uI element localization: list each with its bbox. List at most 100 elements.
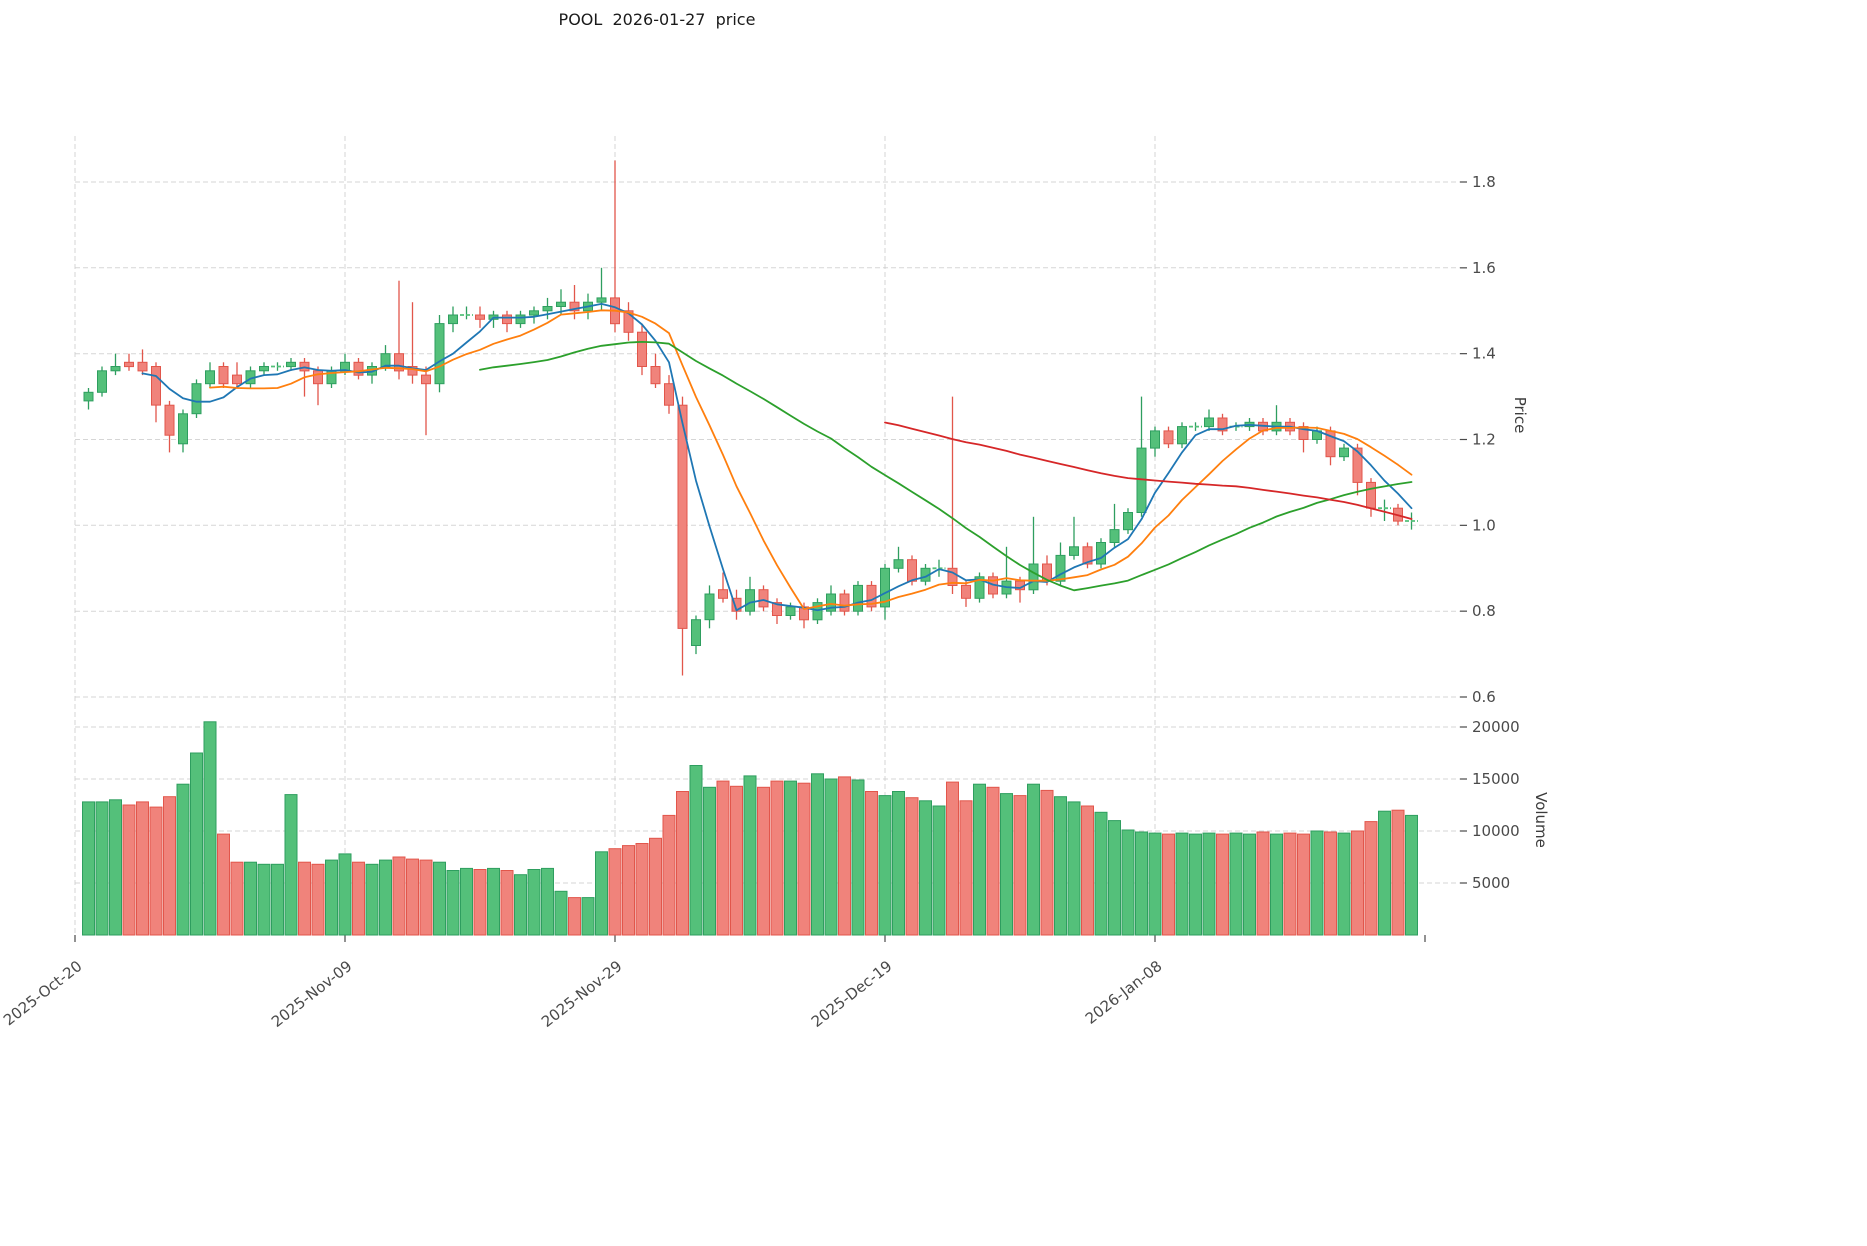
- volume-bar: [149, 806, 163, 936]
- candle-body: [785, 606, 796, 617]
- volume-bar: [1405, 814, 1418, 936]
- x-tick-label: 2025-Dec-19: [808, 957, 896, 1031]
- candle-body: [1109, 529, 1120, 543]
- volume-bar: [433, 861, 446, 936]
- volume-bar: [1108, 820, 1121, 936]
- candle-body: [313, 370, 323, 385]
- candle-body: [961, 584, 971, 599]
- candle-body: [880, 567, 890, 608]
- volume-bar: [338, 853, 352, 936]
- candle-body: [1123, 512, 1133, 531]
- candle-body: [1339, 447, 1349, 458]
- volume-bar: [460, 867, 473, 936]
- volume-bar: [311, 863, 325, 936]
- volume-bar: [878, 795, 892, 936]
- x-tick-label: 2025-Oct-20: [0, 957, 85, 1029]
- candle-body: [83, 391, 94, 402]
- volume-bar: [851, 779, 865, 936]
- candle-body: [893, 559, 904, 569]
- candle-body: [704, 593, 715, 621]
- x-tick-label: 2025-Nov-29: [538, 957, 625, 1031]
- volume-bar: [689, 765, 703, 936]
- volume-bar: [622, 845, 635, 936]
- volume-bar: [595, 851, 608, 936]
- candle-body: [1204, 417, 1214, 428]
- candle-body: [191, 383, 202, 415]
- volume-bar: [649, 837, 662, 936]
- volume-bar: [1189, 833, 1202, 936]
- volume-axis-label: Volume: [1532, 792, 1550, 848]
- volume-bar: [1067, 801, 1081, 936]
- volume-bar: [406, 858, 419, 936]
- candle-body: [758, 589, 769, 608]
- volume-bar: [541, 867, 554, 936]
- candle-body: [475, 314, 485, 320]
- candle-body: [650, 366, 661, 385]
- volume-bar: [244, 861, 257, 936]
- candle-body: [677, 404, 688, 629]
- volume-bar: [230, 861, 244, 936]
- candles: [83, 160, 1418, 676]
- volume-tick-label: 5000: [1472, 874, 1510, 892]
- volume-bar: [1135, 831, 1148, 936]
- volume-bar: [919, 800, 932, 936]
- volume-bar: [1121, 829, 1135, 936]
- price-tick-label: 1.4: [1472, 345, 1496, 363]
- candle-body: [826, 593, 836, 612]
- candle-body: [353, 361, 364, 376]
- candle-body: [218, 366, 229, 385]
- volume-bar: [1283, 832, 1297, 936]
- candle-body: [259, 366, 269, 372]
- volume-bar: [635, 843, 649, 936]
- volume-bar: [419, 859, 433, 936]
- volume-bar: [865, 791, 878, 936]
- price-tick-label: 1.8: [1472, 173, 1496, 191]
- candle-body: [448, 314, 458, 325]
- volume-bar: [136, 801, 149, 936]
- volume-bar: [757, 786, 770, 936]
- volume-bar: [568, 897, 581, 936]
- candle-body: [1028, 563, 1039, 591]
- candle-body: [421, 374, 431, 385]
- volume-bar: [608, 848, 622, 936]
- volume-bar: [217, 833, 230, 936]
- volume-bar: [581, 897, 595, 936]
- volume-bar: [203, 721, 217, 936]
- candle-body: [529, 310, 539, 316]
- volume-tick-label: 10000: [1472, 822, 1520, 840]
- candle-body: [947, 567, 958, 586]
- candle-body: [1082, 546, 1093, 565]
- volume-bar: [1175, 832, 1189, 936]
- volume-bar: [1000, 793, 1013, 936]
- volume-bar: [379, 859, 392, 936]
- candle-body: [1163, 430, 1174, 445]
- candle-body: [502, 314, 512, 325]
- volume-bar: [82, 801, 95, 936]
- candle-body: [542, 306, 553, 312]
- volume-bar: [190, 752, 203, 936]
- volume-bar: [1094, 811, 1108, 936]
- moving-average-lines: [141, 303, 1413, 612]
- ma-line-sma60: [884, 421, 1413, 520]
- volume-bar: [527, 869, 541, 936]
- volume-bar: [487, 867, 500, 936]
- volume-bar: [298, 861, 311, 936]
- candle-body: [839, 593, 850, 612]
- price-tick-label: 1.0: [1472, 516, 1496, 534]
- candle-body: [772, 602, 782, 616]
- volume-bar: [446, 870, 460, 936]
- volume-bar: [959, 800, 973, 936]
- candle-body: [286, 361, 296, 368]
- candle-body: [434, 323, 445, 385]
- candle-body: [97, 370, 107, 393]
- volume-bar: [365, 863, 379, 936]
- volume-bar: [1162, 833, 1175, 936]
- volume-bar: [1351, 830, 1364, 936]
- volume-bar: [1391, 809, 1405, 936]
- candle-body: [1150, 430, 1160, 449]
- volume-bar: [1229, 832, 1243, 936]
- volume-bar: [392, 856, 406, 936]
- volume-bar: [1324, 831, 1337, 936]
- candle-body: [1055, 554, 1066, 582]
